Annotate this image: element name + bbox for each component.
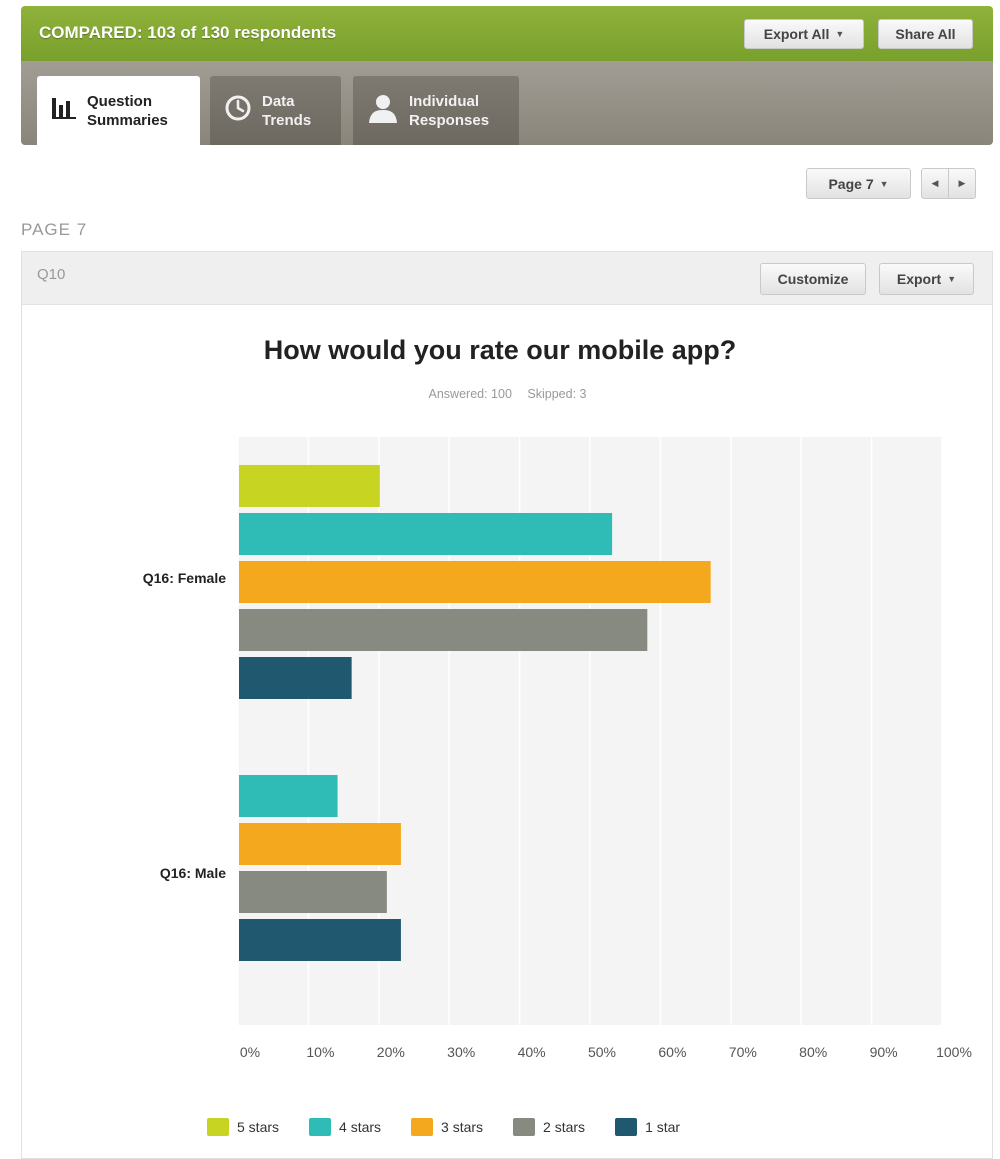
user-icon [367,93,399,128]
legend-swatch [513,1118,536,1136]
legend-label: 1 star [645,1119,681,1135]
tab-data-trends[interactable]: Data Trends [210,76,341,145]
legend-swatch [615,1118,638,1136]
x-tick-label: 80% [799,1044,827,1060]
skipped-count: Skipped: 3 [527,387,587,401]
tab-label: Individual Responses [409,92,490,129]
page-select-label: Page 7 [828,175,874,192]
bar-1-star-0[interactable] [239,657,352,699]
page-heading: PAGE 7 [21,220,88,239]
legend-label: 4 stars [339,1119,382,1135]
x-tick-label: 0% [240,1044,260,1060]
chart-title: How would you rate our mobile app? [263,335,737,365]
share-all-label: Share All [895,26,956,42]
legend-label: 2 stars [543,1119,586,1135]
x-tick-label: 90% [870,1044,898,1060]
x-tick-label: 60% [658,1044,686,1060]
legend-item[interactable]: 5 stars [207,1118,279,1136]
export-all-label: Export All [763,26,830,42]
chevron-down-icon: ▼ [879,178,889,189]
bar-2-stars-1[interactable] [239,871,387,913]
report-header: COMPARED: 103 of 130 respondents Export … [21,6,993,61]
legend-item[interactable]: 2 stars [513,1118,585,1136]
x-tick-label: 100% [936,1044,972,1060]
chevron-down-icon: ▼ [835,29,845,39]
x-tick-label: 70% [729,1044,757,1060]
export-all-button[interactable]: Export All ▼ [744,19,864,49]
legend-label: 3 stars [441,1119,484,1135]
export-button[interactable]: Export ▼ [879,263,974,295]
chart-legend: 5 stars 4 stars 3 stars 2 stars 1 star [207,1117,680,1137]
bar-4-stars-1[interactable] [239,775,338,817]
customize-button[interactable]: Customize [760,263,866,295]
share-all-button[interactable]: Share All [878,19,973,49]
tab-question-summaries[interactable]: Question Summaries [37,76,200,145]
x-tick-label: 50% [588,1044,616,1060]
bar-4-stars-0[interactable] [239,513,613,555]
legend-item[interactable]: 3 stars [411,1118,483,1136]
tab-individual-responses[interactable]: Individual Responses [353,76,519,145]
category-label: Q16: Male [160,865,226,881]
bar-2-stars-0[interactable] [239,609,648,651]
question-id: Q10 [37,266,66,283]
x-tick-label: 20% [377,1044,405,1060]
legend-item[interactable]: 1 star [615,1118,680,1136]
bar-3-stars-0[interactable] [239,561,711,603]
response-stats: Answered: 100 Skipped: 3 [0,387,1000,401]
export-label: Export [896,271,942,287]
x-tick-label: 40% [518,1044,546,1060]
category-label: Q16: Female [143,570,226,586]
answered-count: Answered: 100 [428,387,512,401]
clock-icon [224,94,252,127]
page-select[interactable]: Page 7 ▼ [806,168,911,199]
chevron-right-icon: ▶ [958,178,966,188]
legend-swatch [207,1118,229,1136]
legend-label: 5 stars [237,1119,280,1135]
view-tabs: Question Summaries Data Trends Individua… [21,61,993,145]
tab-label: Question Summaries [87,92,168,129]
compared-respondents-title: COMPARED: 103 of 130 respondents [39,23,337,42]
question-panel-header: Q10 Customize Export ▼ [22,252,992,305]
legend-item[interactable]: 4 stars [309,1118,381,1136]
bar-1-star-1[interactable] [239,919,401,961]
legend-swatch [309,1118,332,1136]
chevron-down-icon: ▼ [947,274,957,284]
bar-5-stars-0[interactable] [239,465,380,507]
bar-3-stars-1[interactable] [239,823,401,865]
customize-label: Customize [777,271,849,287]
prev-page-button[interactable]: ◀ [921,168,949,199]
tab-label: Data Trends [262,92,312,129]
bar-chart-icon [51,95,77,126]
next-page-button[interactable]: ▶ [948,168,976,199]
x-tick-label: 10% [306,1044,334,1060]
x-tick-label: 30% [447,1044,475,1060]
chevron-left-icon: ◀ [931,178,939,188]
bar-chart: 0% 10% 20% 30% 40% 50% 60% 70% 80% 90% 100% Q16: Fe… [143,437,972,1060]
legend-swatch [411,1118,434,1136]
